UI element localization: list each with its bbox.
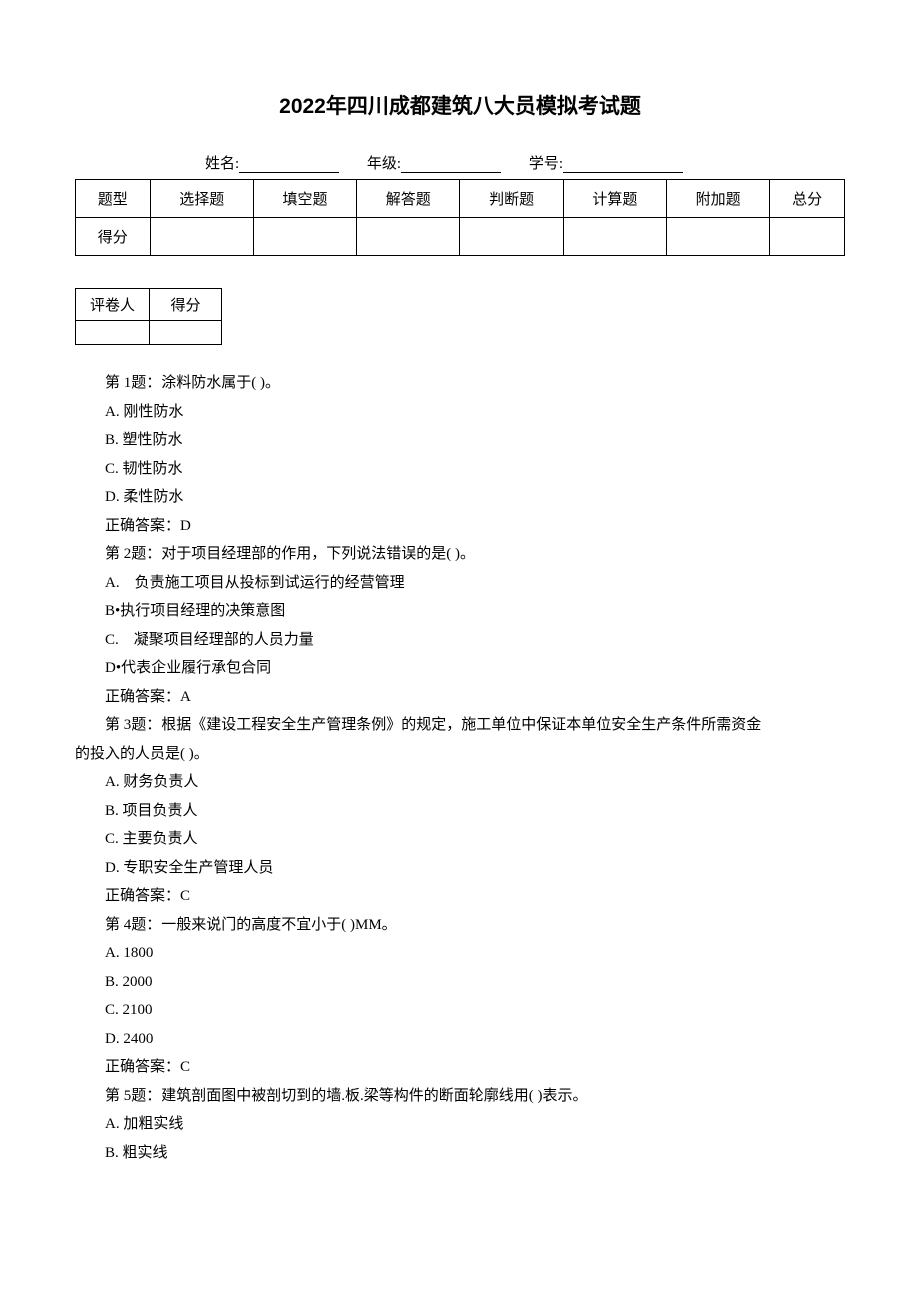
grader-value-cell [76,321,150,345]
option: D. 2400 [75,1025,845,1054]
questions-content: 第 1题：涂料防水属于( )。 A. 刚性防水 B. 塑性防水 C. 韧性防水 … [75,369,845,1167]
score-cell [667,218,770,256]
option: B•执行项目经理的决策意图 [75,597,845,626]
option: D. 专职安全生产管理人员 [75,854,845,883]
grade-blank [401,157,501,173]
score-table: 题型 选择题 填空题 解答题 判断题 计算题 附加题 总分 得分 [75,179,845,256]
score-header-cell: 解答题 [357,180,460,218]
option: A. 财务负责人 [75,768,845,797]
score-table-header-row: 题型 选择题 填空题 解答题 判断题 计算题 附加题 总分 [76,180,845,218]
grade-label: 年级: [367,156,401,172]
score-cell [150,218,253,256]
page-title: 2022年四川成都建筑八大员模拟考试题 [75,90,845,120]
name-blank [239,157,339,173]
question-text: 第 3题：根据《建设工程安全生产管理条例》的规定，施工单位中保证本单位安全生产条… [75,711,845,740]
option: B. 塑性防水 [75,426,845,455]
question-text: 第 2题：对于项目经理部的作用，下列说法错误的是( )。 [75,540,845,569]
score-table-value-row: 得分 [76,218,845,256]
answer: 正确答案：A [75,683,845,712]
score-cell [770,218,845,256]
score-cell [563,218,666,256]
answer: 正确答案：C [75,882,845,911]
option: B. 项目负责人 [75,797,845,826]
score-header-cell: 判断题 [460,180,563,218]
option: A. 负责施工项目从投标到试运行的经营管理 [75,569,845,598]
score-cell [253,218,356,256]
grader-score-label-cell: 得分 [150,289,222,321]
option: C. 主要负责人 [75,825,845,854]
grader-header-row: 评卷人 得分 [76,289,222,321]
score-header-cell: 题型 [76,180,151,218]
option: C. 2100 [75,996,845,1025]
score-cell [460,218,563,256]
score-header-cell: 选择题 [150,180,253,218]
option: C. 韧性防水 [75,455,845,484]
score-header-cell: 计算题 [563,180,666,218]
score-header-cell: 附加题 [667,180,770,218]
option: A. 1800 [75,939,845,968]
answer: 正确答案：C [75,1053,845,1082]
id-label: 学号: [529,156,563,172]
option: D•代表企业履行承包合同 [75,654,845,683]
id-blank [563,157,683,173]
question-text: 第 1题：涂料防水属于( )。 [75,369,845,398]
question-text: 第 4题：一般来说门的高度不宜小于( )MM。 [75,911,845,940]
option: A. 刚性防水 [75,398,845,427]
option: A. 加粗实线 [75,1110,845,1139]
score-header-cell: 总分 [770,180,845,218]
option: B. 粗实线 [75,1139,845,1168]
option: C. 凝聚项目经理部的人员力量 [75,626,845,655]
grader-label-cell: 评卷人 [76,289,150,321]
question-text-wrap: 的投入的人员是( )。 [75,740,845,769]
option: B. 2000 [75,968,845,997]
info-line: 姓名: 年级: 学号: [75,152,845,173]
score-header-cell: 填空题 [253,180,356,218]
score-cell [357,218,460,256]
answer: 正确答案：D [75,512,845,541]
grader-score-value-cell [150,321,222,345]
score-row-label: 得分 [76,218,151,256]
grader-value-row [76,321,222,345]
option: D. 柔性防水 [75,483,845,512]
grader-table: 评卷人 得分 [75,288,222,345]
question-text: 第 5题：建筑剖面图中被剖切到的墙.板.梁等构件的断面轮廓线用( )表示。 [75,1082,845,1111]
name-label: 姓名: [205,156,239,172]
